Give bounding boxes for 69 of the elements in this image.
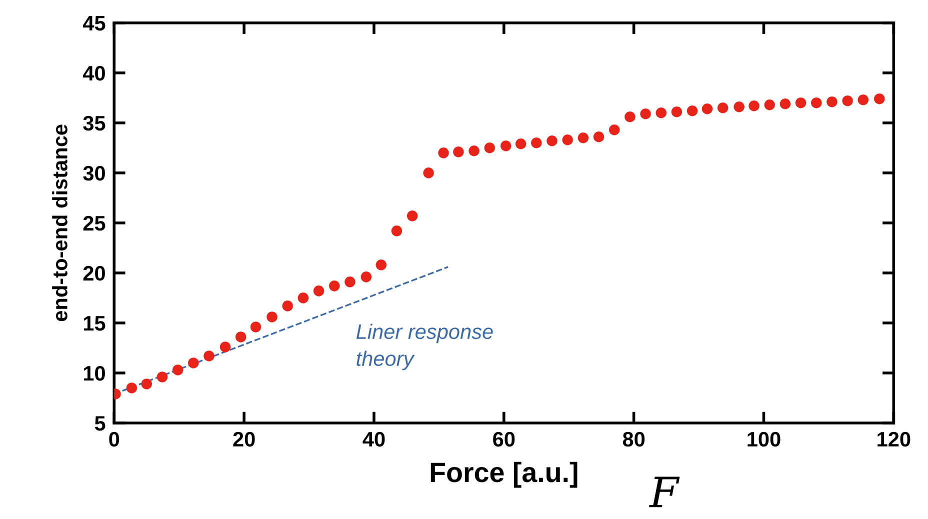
point <box>780 98 791 110</box>
point <box>406 210 418 222</box>
point <box>578 132 589 144</box>
point <box>764 99 775 110</box>
point <box>531 138 542 148</box>
annotation: Liner response theory <box>356 324 493 370</box>
y-tick-label: 20 <box>83 266 105 281</box>
point <box>546 136 558 146</box>
point <box>640 108 651 120</box>
point <box>298 292 309 304</box>
point <box>500 140 512 152</box>
point <box>220 342 231 352</box>
x-tick-label: 20 <box>233 432 255 447</box>
point <box>656 107 666 118</box>
x-tick-label: 100 <box>748 432 780 447</box>
point <box>842 95 853 106</box>
x-tick-label: 40 <box>362 432 385 447</box>
y-tick-label: 40 <box>82 66 105 81</box>
point <box>423 168 434 178</box>
point <box>702 103 713 114</box>
point <box>328 280 340 292</box>
point <box>391 226 402 236</box>
point <box>376 260 387 270</box>
point <box>282 300 293 312</box>
y-tick-label: 5 <box>94 416 106 431</box>
x-tick-label: 60 <box>493 432 515 447</box>
point <box>188 358 199 368</box>
point <box>734 101 744 112</box>
x-tick-label: 0 <box>109 432 120 447</box>
point <box>717 102 728 114</box>
point <box>515 138 526 150</box>
point <box>608 124 620 136</box>
point <box>344 276 356 288</box>
x-axis-title: Force [a.u.] <box>430 462 578 488</box>
x-tick-label: 120 <box>878 432 910 447</box>
point <box>313 286 324 296</box>
point <box>156 372 168 382</box>
point <box>141 378 152 390</box>
point <box>795 97 806 108</box>
point <box>874 93 885 104</box>
y-tick-label: 25 <box>83 216 106 231</box>
y-tick-label: 45 <box>82 16 106 31</box>
point <box>172 364 184 376</box>
y-axis-title: end-to-end distance <box>52 124 68 322</box>
y-tick-label: 15 <box>84 316 106 331</box>
text: F <box>648 476 680 508</box>
point <box>438 148 449 158</box>
point <box>453 146 464 158</box>
y-tick-label: 10 <box>84 366 105 381</box>
point <box>593 132 604 142</box>
point <box>671 106 682 118</box>
point <box>562 134 573 146</box>
point <box>484 142 495 154</box>
point <box>748 100 760 112</box>
point <box>204 350 214 362</box>
point <box>624 111 636 122</box>
point <box>686 105 698 116</box>
x-tick-label: 80 <box>622 432 645 447</box>
point <box>126 382 138 394</box>
point <box>468 146 480 156</box>
y-tick-label: 35 <box>83 116 106 131</box>
point <box>360 272 372 282</box>
point <box>250 322 262 332</box>
point <box>858 94 869 106</box>
point <box>235 332 246 342</box>
point <box>266 312 278 322</box>
point <box>810 97 822 108</box>
point <box>826 96 838 108</box>
y-tick-label: 30 <box>83 166 105 181</box>
